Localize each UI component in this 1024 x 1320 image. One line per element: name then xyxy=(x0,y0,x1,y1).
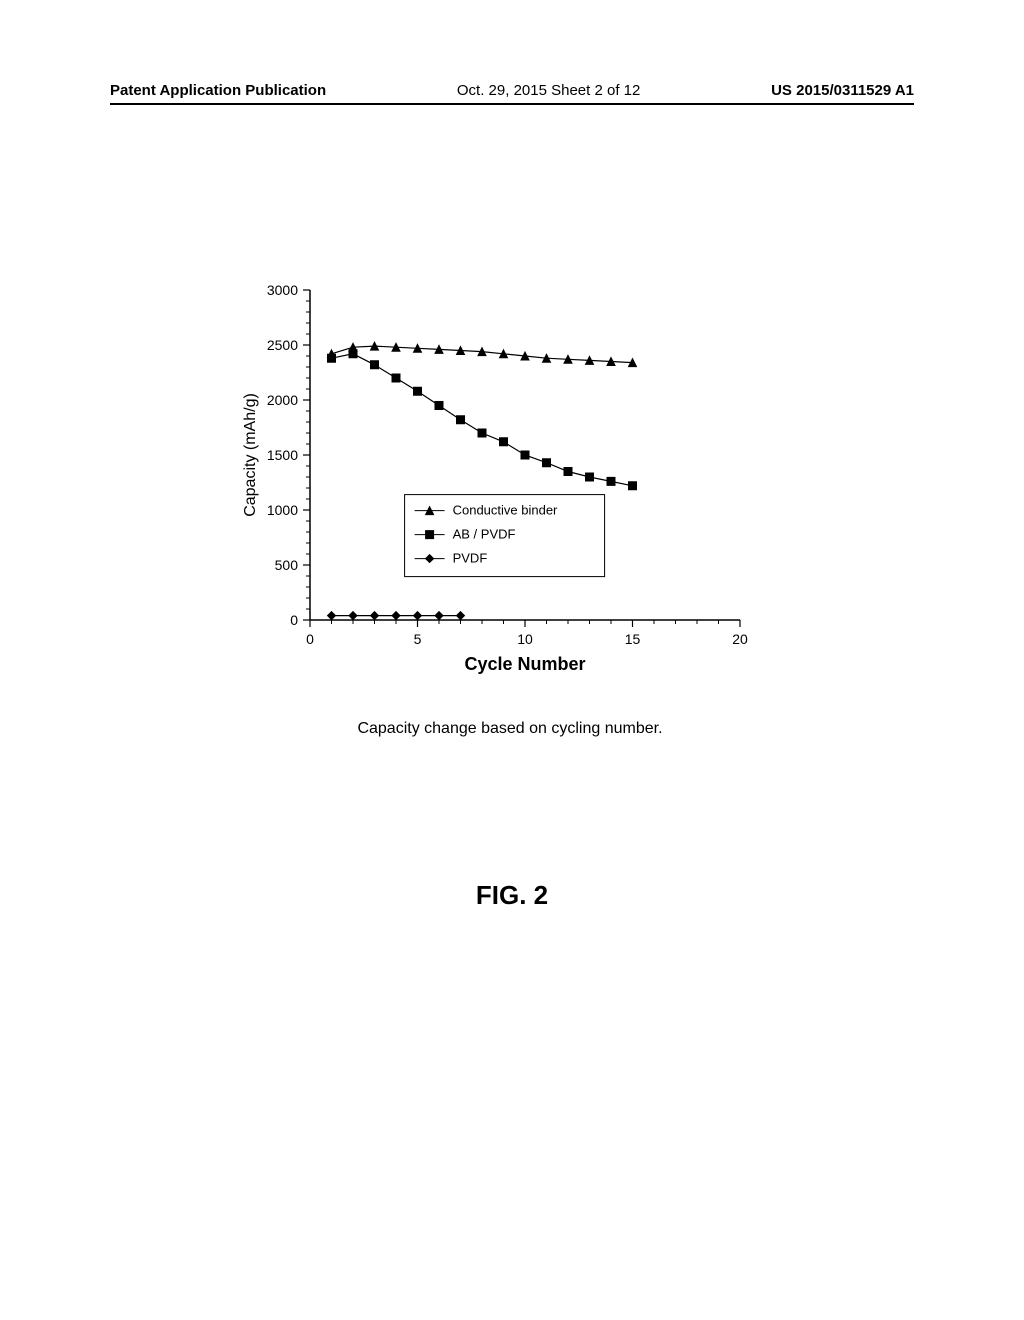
header-right: US 2015/0311529 A1 xyxy=(771,82,914,99)
svg-text:5: 5 xyxy=(414,631,422,647)
figure-label: FIG. 2 xyxy=(0,880,1024,911)
svg-text:2500: 2500 xyxy=(267,337,298,353)
svg-text:PVDF: PVDF xyxy=(453,551,488,566)
svg-text:0: 0 xyxy=(306,631,314,647)
svg-text:Cycle Number: Cycle Number xyxy=(464,654,585,674)
svg-text:20: 20 xyxy=(732,631,748,647)
svg-text:3000: 3000 xyxy=(267,282,298,298)
svg-text:500: 500 xyxy=(275,557,299,573)
svg-text:Capacity (mAh/g): Capacity (mAh/g) xyxy=(242,393,259,517)
svg-text:1500: 1500 xyxy=(267,447,298,463)
svg-text:10: 10 xyxy=(517,631,533,647)
svg-text:Conductive binder: Conductive binder xyxy=(453,503,558,518)
svg-text:0: 0 xyxy=(290,612,298,628)
svg-text:2000: 2000 xyxy=(267,392,298,408)
capacity-chart: 0 500 1000 1500 2000 2500 3000 0 5 10 15 20 Cycle Nu… xyxy=(230,280,760,680)
header-left: Patent Application Publication xyxy=(110,82,326,99)
svg-text:15: 15 xyxy=(625,631,641,647)
figure-caption: Capacity change based on cycling number. xyxy=(230,720,790,738)
svg-text:1000: 1000 xyxy=(267,502,298,518)
figure-area: 0 500 1000 1500 2000 2500 3000 0 5 10 15 20 Cycle Nu… xyxy=(230,280,790,738)
page-header: Patent Application Publication Oct. 29, … xyxy=(110,82,914,105)
svg-text:AB / PVDF: AB / PVDF xyxy=(453,527,516,542)
header-center: Oct. 29, 2015 Sheet 2 of 12 xyxy=(457,82,640,99)
